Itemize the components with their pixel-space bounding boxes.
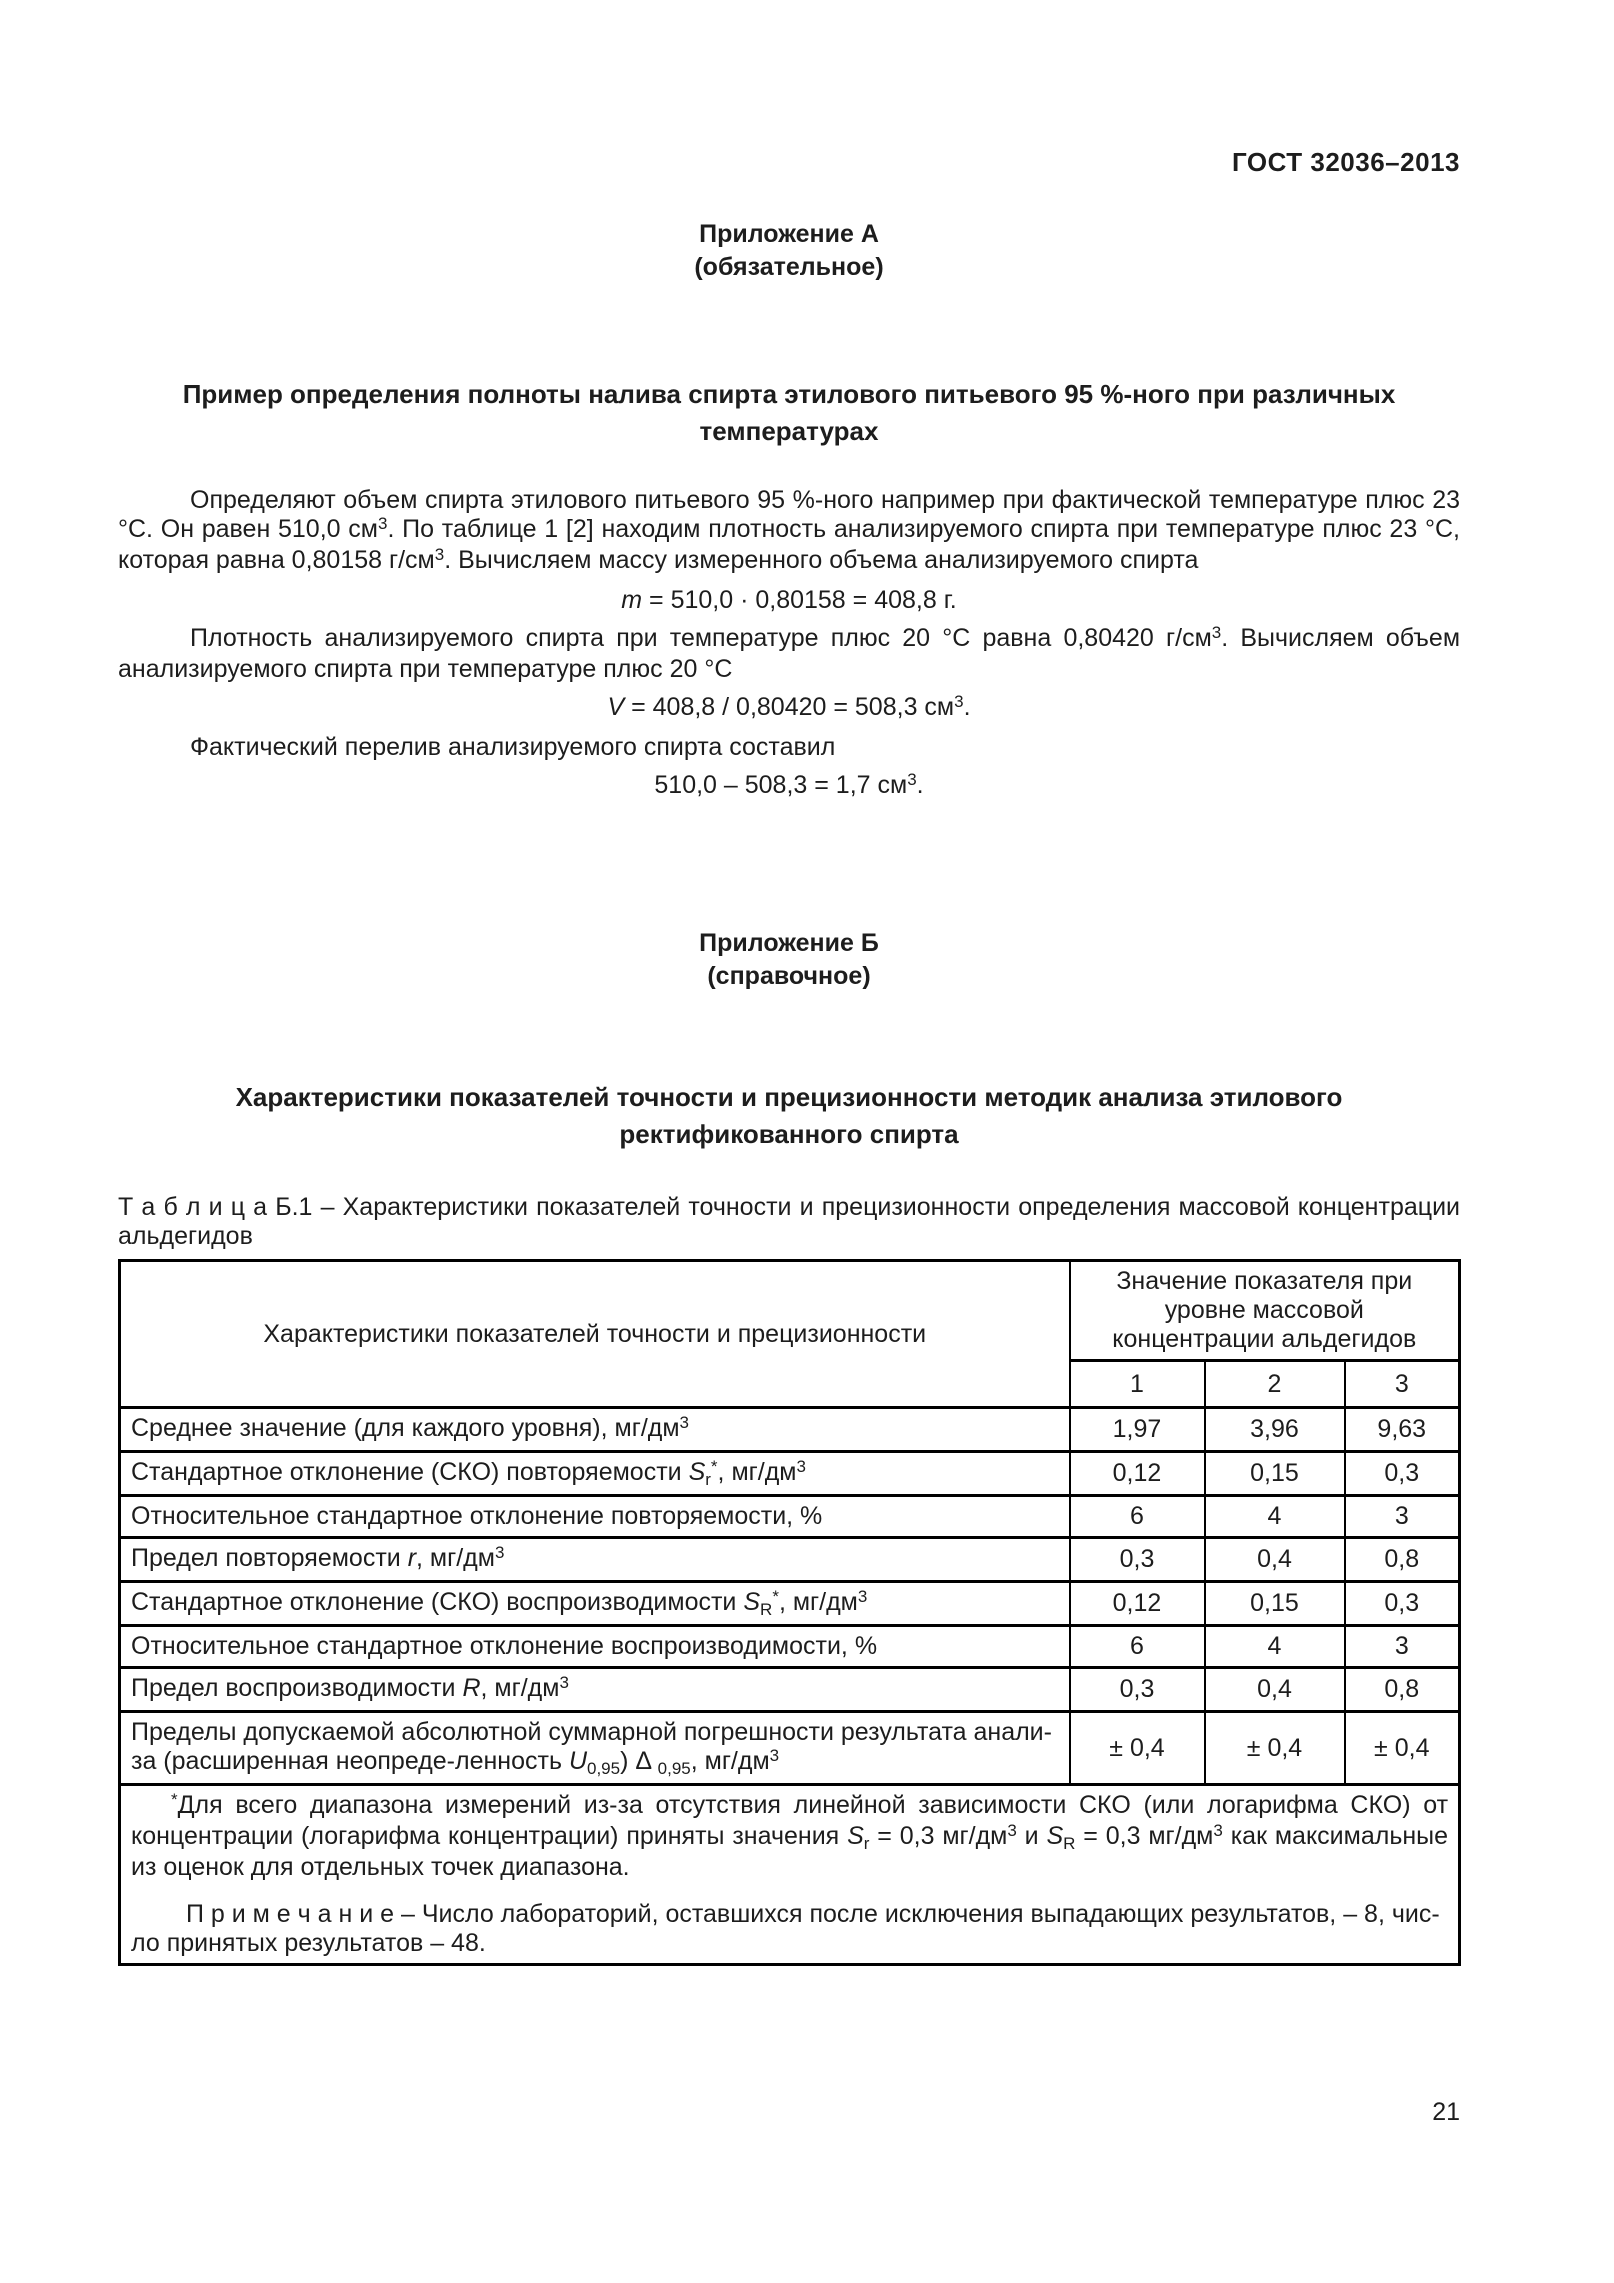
table-row: Предел воспроизводимости R, мг/дм3 0,3 0… <box>118 1666 1461 1713</box>
row-label: Предел повторяемости r, мг/дм3 <box>118 1536 1071 1583</box>
appendix-b-heading: Приложение Б (справочное) <box>118 927 1460 993</box>
row-label: Относительное стандартное отклонение вос… <box>118 1624 1071 1669</box>
row-label: Предел воспроизводимости R, мг/дм3 <box>118 1666 1071 1713</box>
table-notes-row: *Для всего диапазона измерений из-за отс… <box>118 1783 1461 1966</box>
row-value: 4 <box>1203 1494 1346 1539</box>
header-characteristics: Характеристики показателей точности и пр… <box>118 1259 1071 1409</box>
row-value: 9,63 <box>1343 1406 1461 1453</box>
row-value: 4 <box>1203 1624 1346 1669</box>
level-header-3: 3 <box>1343 1359 1461 1409</box>
row-value: 0,12 <box>1068 1450 1206 1497</box>
row-value: ± 0,4 <box>1203 1710 1346 1786</box>
row-value: 0,4 <box>1203 1666 1346 1713</box>
row-value: 0,3 <box>1068 1666 1206 1713</box>
row-label: Стандартное отклонение (СКО) воспроизвод… <box>118 1580 1071 1627</box>
row-value: 0,3 <box>1343 1580 1461 1627</box>
row-value: 0,3 <box>1068 1536 1206 1583</box>
table-header-row: Характеристики показателей точности и пр… <box>118 1259 1461 1409</box>
row-value: 0,15 <box>1203 1450 1346 1497</box>
row-value: 0,15 <box>1203 1580 1346 1627</box>
row-value: 0,4 <box>1203 1536 1346 1583</box>
table-row: Стандартное отклонение (СКО) воспроизвод… <box>118 1580 1461 1627</box>
level-header-1: 1 <box>1068 1359 1206 1409</box>
doc-code-header: ГОСТ 32036–2013 <box>1232 147 1460 177</box>
appendix-a-title: Пример определения полноты налива спирта… <box>182 379 1396 446</box>
formula-overfill: 510,0 – 508,3 = 1,7 см3. <box>654 770 924 799</box>
paragraph-actual-overfill: Фактический перелив анализируемого спирт… <box>190 733 836 761</box>
row-label: Стандартное отклонение (СКО) повторяемос… <box>118 1450 1071 1497</box>
row-label: Среднее значение (для каждого уровня), м… <box>118 1406 1071 1453</box>
row-value: 1,97 <box>1068 1406 1206 1453</box>
table-note: П р и м е ч а н и е – Число лабораторий,… <box>131 1900 1440 1957</box>
row-label: Относительное стандартное отклонение пов… <box>118 1494 1071 1539</box>
table-notes-cell: *Для всего диапазона измерений из-за отс… <box>118 1783 1461 1966</box>
row-value: ± 0,4 <box>1343 1710 1461 1786</box>
table-row: Предел повторяемости r, мг/дм3 0,3 0,4 0… <box>118 1536 1461 1583</box>
row-value: 0,8 <box>1343 1536 1461 1583</box>
precision-table: Характеристики показателей точности и пр… <box>118 1259 1462 1966</box>
appendix-b-title: Характеристики показателей точности и пр… <box>235 1082 1343 1149</box>
paragraph-density-20: Плотность анализируемого спирта при темп… <box>118 623 1461 683</box>
row-value: 3,96 <box>1203 1406 1346 1453</box>
row-value: 6 <box>1068 1494 1206 1539</box>
table-row: Среднее значение (для каждого уровня), м… <box>118 1406 1461 1453</box>
row-value: 3 <box>1343 1624 1461 1669</box>
appendix-b-kind: (справочное) <box>707 962 871 990</box>
row-value: 3 <box>1343 1494 1461 1539</box>
table-level-row: 1 2 3 <box>120 1359 1461 1409</box>
page-content: ГОСТ 32036–2013 Приложение А (обязательн… <box>118 0 1462 1966</box>
row-value: ± 0,4 <box>1068 1710 1206 1786</box>
table-row: Относительное стандартное отклонение вос… <box>118 1624 1461 1669</box>
paragraph-determine-volume: Определяют объем спирта этилового питьев… <box>118 486 1460 574</box>
level-header-2: 2 <box>1203 1359 1346 1409</box>
row-value: 0,12 <box>1068 1580 1206 1627</box>
table-caption: Т а б л и ц а Б.1 – Характеристики показ… <box>118 1193 1460 1250</box>
row-label: Пределы допускаемой абсолютной суммарной… <box>118 1710 1071 1786</box>
row-value: 6 <box>1068 1624 1206 1669</box>
row-value: 0,3 <box>1343 1450 1461 1497</box>
appendix-a-label: Приложение А <box>699 220 879 248</box>
appendix-a-kind: (обязательное) <box>694 253 884 281</box>
table-footnote: *Для всего диапазона измерений из-за отс… <box>131 1790 1449 1881</box>
page-number: 21 <box>1432 2098 1460 2126</box>
appendix-b-label: Приложение Б <box>699 929 879 957</box>
appendix-a-heading: Приложение А (обязательное) <box>118 218 1460 284</box>
table-row: Относительное стандартное отклонение пов… <box>118 1494 1461 1539</box>
formula-mass: m = 510,0 · 0,80158 = 408,8 г. <box>621 586 957 614</box>
table-row: Стандартное отклонение (СКО) повторяемос… <box>118 1450 1461 1497</box>
header-values: Значение показателя при уровне массовой … <box>1068 1259 1461 1362</box>
row-value: 0,8 <box>1343 1666 1461 1713</box>
formula-volume: V = 408,8 / 0,80420 = 508,3 см3. <box>607 692 971 721</box>
table-row: Пределы допускаемой абсолютной суммарной… <box>118 1710 1461 1786</box>
